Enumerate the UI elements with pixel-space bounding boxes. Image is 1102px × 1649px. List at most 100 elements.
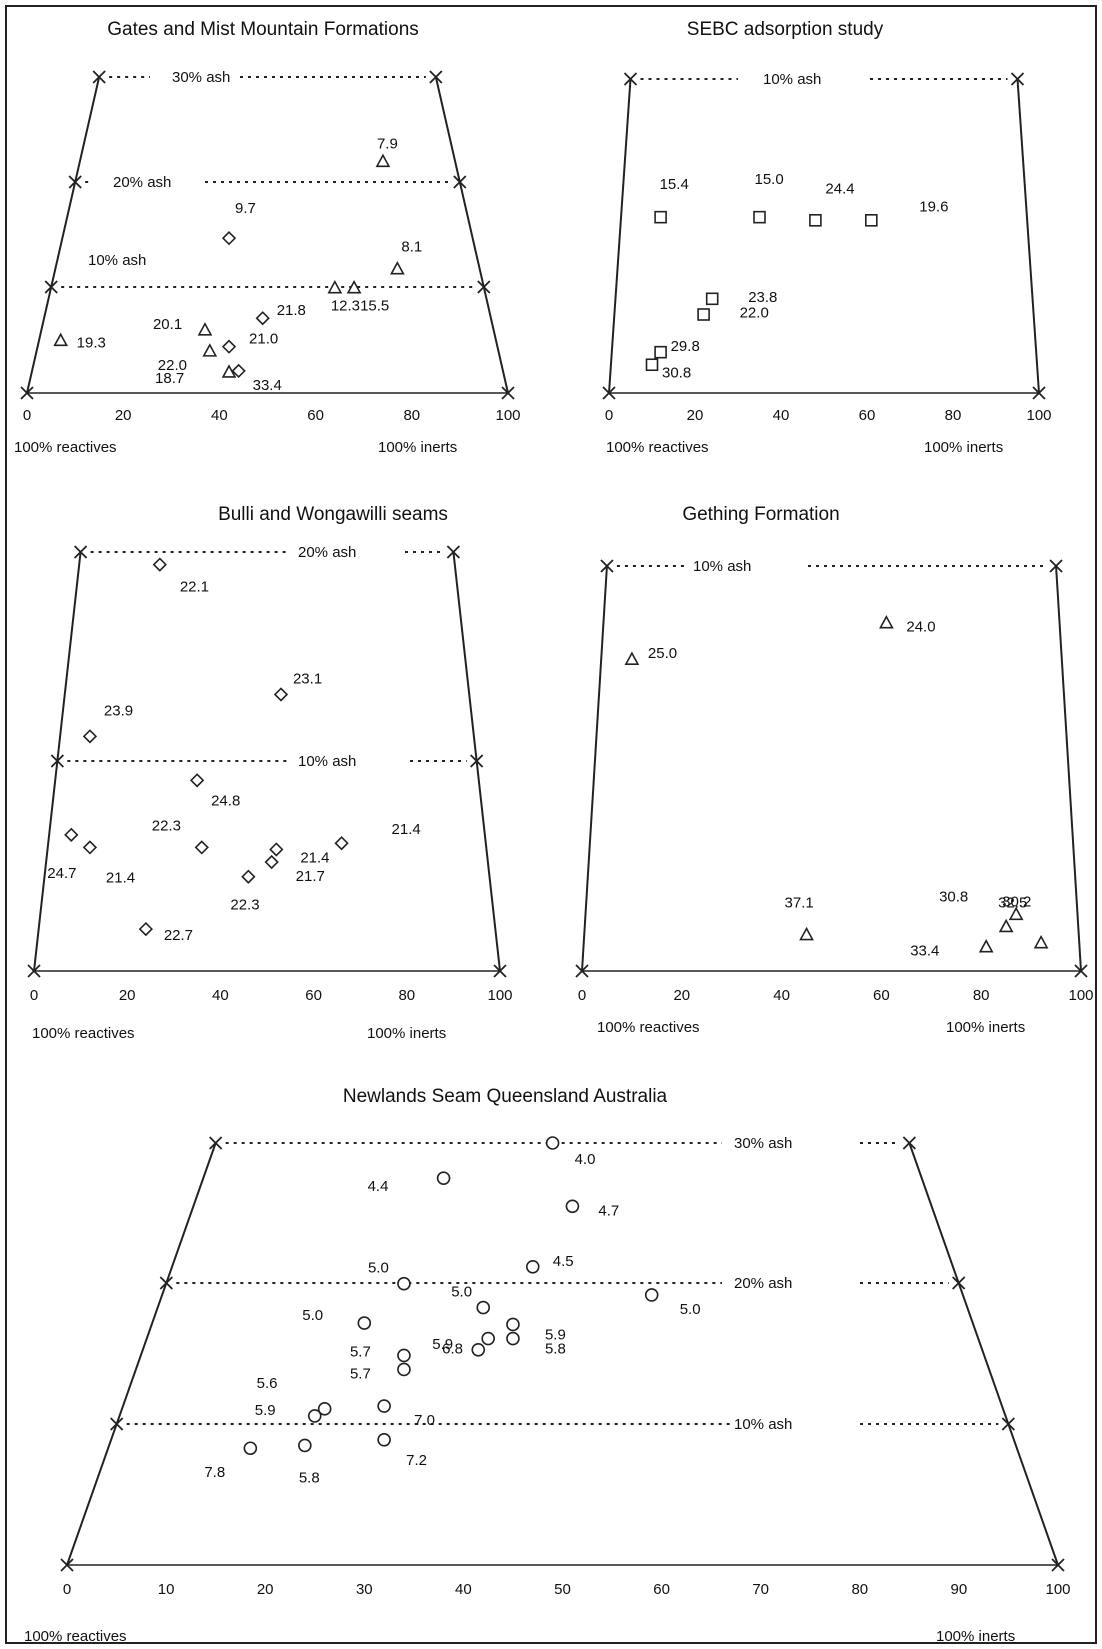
ash-label: 30% ash xyxy=(734,1135,792,1152)
ash-line-end-mark xyxy=(50,754,64,768)
data-point-label: 22.7 xyxy=(164,927,193,944)
data-point: 5.9 xyxy=(506,1317,566,1343)
data-point: 5.0 xyxy=(368,1260,411,1291)
data-point-label: 24.8 xyxy=(211,792,240,809)
data-point: 18.7 xyxy=(155,364,237,387)
x-tick-label: 80 xyxy=(398,987,415,1004)
data-point-label: 33.4 xyxy=(910,943,939,960)
data-point: 20.1 xyxy=(153,316,213,336)
ash-label: 10% ash xyxy=(298,753,356,770)
chart-title: Gething Formation xyxy=(682,504,839,525)
corner-mark xyxy=(501,386,515,400)
data-point: 5.7 xyxy=(350,1362,411,1382)
triangle-marker xyxy=(202,343,218,357)
diamond-marker xyxy=(138,921,153,937)
data-point: 12.3 xyxy=(327,279,360,315)
triangle-marker xyxy=(799,926,814,941)
x-tick-label: 0 xyxy=(63,1581,71,1598)
data-point-label: 5.0 xyxy=(368,1260,389,1277)
data-point: 7.0 xyxy=(377,1399,435,1429)
data-point-label: 21.4 xyxy=(392,821,421,838)
data-point-label: 15.5 xyxy=(360,298,389,315)
data-point-label: 5.9 xyxy=(432,1336,453,1353)
data-point-label: 22.1 xyxy=(180,579,209,596)
data-point-label: 4.4 xyxy=(368,1178,389,1195)
circle-marker xyxy=(397,1348,411,1363)
data-point: 22.7 xyxy=(138,921,193,944)
chart-title: SEBC adsorption study xyxy=(687,19,884,40)
circle-marker xyxy=(357,1316,372,1330)
data-point-label: 4.5 xyxy=(553,1253,574,1270)
data-point: 23.9 xyxy=(82,702,133,744)
panel-gething-formation: Gething Formation 10% ash 0 20 40 60 80 100 100%… xyxy=(575,504,1094,1036)
x-tick-label: 20 xyxy=(257,1581,274,1598)
data-point: 33.4 xyxy=(231,363,282,394)
inerts-label: 100% inerts xyxy=(924,439,1003,456)
square-marker xyxy=(654,210,667,224)
ash-line-end-mark xyxy=(952,1276,966,1290)
circle-marker xyxy=(243,1441,258,1456)
data-point: 5.0 xyxy=(302,1307,372,1330)
data-point: 37.1 xyxy=(785,895,814,941)
x-tick-label: 70 xyxy=(752,1581,769,1598)
diamond-marker xyxy=(241,869,256,884)
ash-line-end-mark xyxy=(92,70,106,84)
triangle-marker xyxy=(624,651,640,665)
diamond-marker xyxy=(82,729,98,744)
ash-label: 20% ash xyxy=(113,174,171,191)
circle-marker xyxy=(307,1409,322,1423)
data-point: 30.8 xyxy=(645,358,691,382)
data-point: 24.7 xyxy=(47,827,79,882)
ash-label: 10% ash xyxy=(763,71,821,88)
square-marker xyxy=(705,292,719,306)
circle-marker xyxy=(476,1300,491,1315)
data-point: 22.0 xyxy=(697,305,769,322)
square-marker xyxy=(654,345,667,359)
circle-marker xyxy=(481,1331,495,1346)
data-point-label: 5.8 xyxy=(545,1341,566,1358)
data-point: 4.7 xyxy=(565,1199,619,1219)
data-point-label: 5.7 xyxy=(350,1343,371,1360)
square-marker xyxy=(864,214,878,227)
diamond-marker xyxy=(334,836,349,851)
right-boundary-line xyxy=(1016,78,1040,394)
triangle-marker xyxy=(346,279,362,294)
right-boundary-line xyxy=(434,76,509,394)
triangle-marker xyxy=(221,364,237,378)
x-tick-label: 20 xyxy=(687,407,704,424)
ash-line-end-mark xyxy=(446,545,461,559)
data-point-label: 7.9 xyxy=(377,135,398,152)
data-point-label: 4.7 xyxy=(598,1202,619,1219)
ash-line-end-mark xyxy=(73,545,88,559)
triangle-marker xyxy=(53,332,69,347)
circle-marker xyxy=(545,1136,560,1150)
x-tick-label: 60 xyxy=(873,987,890,1004)
x-tick-label: 40 xyxy=(773,407,790,424)
data-point: 4.4 xyxy=(368,1171,451,1195)
x-tick-label: 40 xyxy=(211,407,228,424)
data-point-label: 24.0 xyxy=(906,619,935,636)
triangle-marker xyxy=(1008,906,1024,921)
circle-marker xyxy=(565,1199,580,1214)
reactives-label: 100% reactives xyxy=(14,439,117,456)
data-point: 22.1 xyxy=(152,557,209,596)
ash-line-end-mark xyxy=(600,559,614,573)
data-point: 6.8 xyxy=(442,1331,495,1358)
x-tick-label: 80 xyxy=(403,407,420,424)
circle-marker xyxy=(397,1362,411,1377)
triangle-marker xyxy=(197,322,213,336)
chart-title: Gates and Mist Mountain Formations xyxy=(107,19,419,40)
ash-line-end-mark xyxy=(159,1276,173,1290)
x-tick-label: 40 xyxy=(212,987,229,1004)
diamond-marker xyxy=(221,231,237,246)
data-point-label: 32.5 xyxy=(998,894,1027,911)
ash-label: 10% ash xyxy=(88,252,146,269)
circle-marker xyxy=(525,1259,540,1274)
triangle-marker xyxy=(998,918,1014,933)
x-tick-label: 0 xyxy=(23,407,31,424)
x-tick-label: 60 xyxy=(305,987,322,1004)
x-tick-label: 20 xyxy=(115,407,132,424)
reactives-label: 100% reactives xyxy=(606,439,709,456)
diamond-marker xyxy=(64,827,79,842)
